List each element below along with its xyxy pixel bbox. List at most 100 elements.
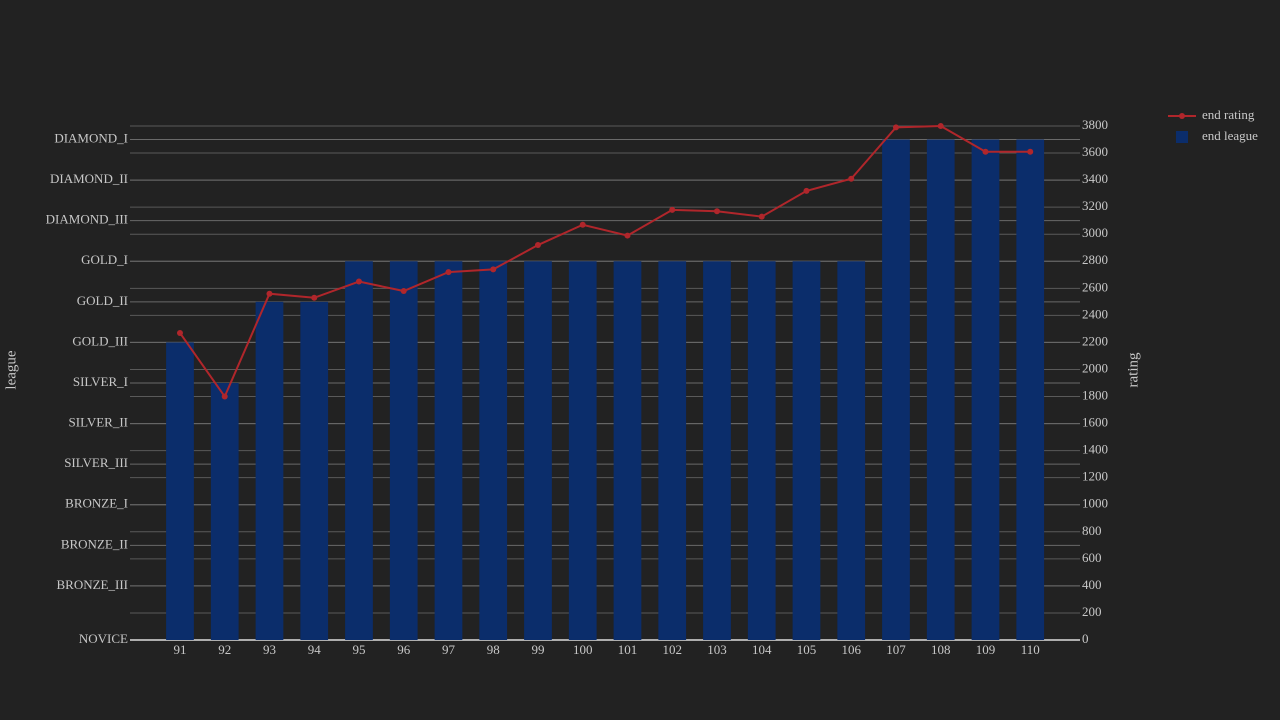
line-point bbox=[624, 232, 631, 239]
bar bbox=[792, 261, 821, 640]
x-tick-label: 109 bbox=[976, 642, 996, 657]
bar bbox=[703, 261, 731, 640]
y2-tick-label: 1800 bbox=[1082, 388, 1108, 403]
y2-tick-label: 1000 bbox=[1082, 496, 1108, 511]
x-tick-label: 91 bbox=[173, 642, 186, 657]
bar bbox=[479, 261, 508, 640]
y-tick-label: DIAMOND_II bbox=[50, 171, 128, 186]
line-point bbox=[355, 278, 362, 285]
legend-label: end league bbox=[1202, 128, 1258, 143]
line-point bbox=[937, 123, 944, 129]
x-tick-label: 103 bbox=[707, 642, 727, 657]
y2-tick-label: 3600 bbox=[1082, 144, 1108, 159]
line-point bbox=[579, 221, 586, 228]
x-tick-label: 99 bbox=[531, 642, 544, 657]
y-tick-label: BRONZE_III bbox=[57, 577, 129, 592]
x-tick-label: 92 bbox=[218, 642, 231, 657]
bar bbox=[255, 301, 284, 640]
bar bbox=[971, 139, 1000, 641]
line-point bbox=[1027, 148, 1034, 155]
x-tick-label: 94 bbox=[308, 642, 322, 657]
y2-tick-label: 0 bbox=[1082, 631, 1089, 646]
y-tick-label: GOLD_II bbox=[77, 293, 128, 308]
x-tick-label: 102 bbox=[662, 642, 682, 657]
bar bbox=[926, 139, 955, 641]
y2-tick-label: 400 bbox=[1082, 577, 1102, 592]
y-tick-label: NOVICE bbox=[79, 631, 128, 646]
y-axis-title: league bbox=[3, 350, 19, 389]
line-point bbox=[400, 288, 407, 295]
line-point bbox=[445, 269, 452, 276]
bar bbox=[345, 261, 373, 640]
y-tick-label: SILVER_II bbox=[69, 415, 128, 430]
y2-tick-label: 1400 bbox=[1082, 442, 1108, 457]
y-tick-label: GOLD_III bbox=[72, 333, 128, 348]
y2-tick-label: 3400 bbox=[1082, 171, 1108, 186]
y2-tick-label: 3000 bbox=[1082, 225, 1108, 240]
x-tick-label: 96 bbox=[397, 642, 411, 657]
bar bbox=[434, 261, 463, 640]
line-point bbox=[803, 187, 810, 194]
y-tick-label: SILVER_I bbox=[73, 374, 128, 389]
y2-tick-label: 2800 bbox=[1082, 252, 1108, 267]
y-tick-label: DIAMOND_III bbox=[46, 212, 128, 227]
y2-tick-label: 3800 bbox=[1082, 117, 1108, 132]
x-tick-label: 98 bbox=[487, 642, 500, 657]
x-tick-label: 107 bbox=[886, 642, 906, 657]
x-tick-label: 100 bbox=[573, 642, 593, 657]
bar bbox=[389, 261, 418, 640]
bar bbox=[210, 383, 239, 640]
bar bbox=[837, 261, 866, 640]
bar bbox=[524, 261, 552, 640]
y2-tick-label: 600 bbox=[1082, 550, 1102, 565]
y2-tick-label: 1200 bbox=[1082, 469, 1108, 484]
line-point bbox=[534, 242, 541, 249]
line-point bbox=[176, 329, 183, 336]
y-tick-label: BRONZE_I bbox=[65, 496, 128, 511]
bar bbox=[568, 261, 597, 640]
y2-axis-title: rating bbox=[1125, 352, 1141, 387]
bar bbox=[613, 261, 642, 640]
y2-tick-label: 2000 bbox=[1082, 360, 1108, 375]
bar bbox=[166, 342, 194, 640]
x-tick-label: 93 bbox=[263, 642, 276, 657]
legend-marker bbox=[1179, 113, 1185, 119]
y2-tick-label: 200 bbox=[1082, 604, 1102, 619]
x-tick-label: 104 bbox=[752, 642, 772, 657]
line-point bbox=[221, 393, 228, 400]
line-point bbox=[982, 148, 989, 155]
y2-tick-label: 2200 bbox=[1082, 333, 1108, 348]
x-tick-label: 101 bbox=[618, 642, 638, 657]
y-tick-label: GOLD_I bbox=[81, 252, 128, 267]
line-point bbox=[848, 175, 855, 182]
legend-label: end rating bbox=[1202, 107, 1255, 122]
x-tick-label: 95 bbox=[352, 642, 365, 657]
x-tick-label: 106 bbox=[841, 642, 861, 657]
line-point bbox=[758, 213, 765, 220]
y2-tick-label: 2400 bbox=[1082, 306, 1108, 321]
bar bbox=[882, 139, 910, 641]
line-point bbox=[669, 206, 676, 213]
line-point bbox=[713, 208, 720, 215]
y2-tick-label: 800 bbox=[1082, 523, 1102, 538]
line-point bbox=[266, 290, 273, 297]
line-point bbox=[490, 266, 497, 273]
legend-marker bbox=[1176, 131, 1188, 143]
bar bbox=[747, 261, 776, 640]
y2-tick-label: 2600 bbox=[1082, 279, 1108, 294]
line-point bbox=[311, 294, 318, 301]
y-tick-label: DIAMOND_I bbox=[54, 131, 128, 146]
y-tick-label: BRONZE_II bbox=[61, 536, 128, 551]
y-tick-label: SILVER_III bbox=[64, 455, 128, 470]
x-tick-label: 97 bbox=[442, 642, 456, 657]
x-tick-label: 110 bbox=[1021, 642, 1040, 657]
y2-tick-label: 3200 bbox=[1082, 198, 1108, 213]
y2-tick-label: 1600 bbox=[1082, 415, 1108, 430]
line-point bbox=[892, 124, 899, 131]
bar bbox=[1016, 139, 1045, 641]
x-tick-label: 105 bbox=[797, 642, 817, 657]
bar bbox=[300, 301, 329, 640]
x-tick-label: 108 bbox=[931, 642, 951, 657]
